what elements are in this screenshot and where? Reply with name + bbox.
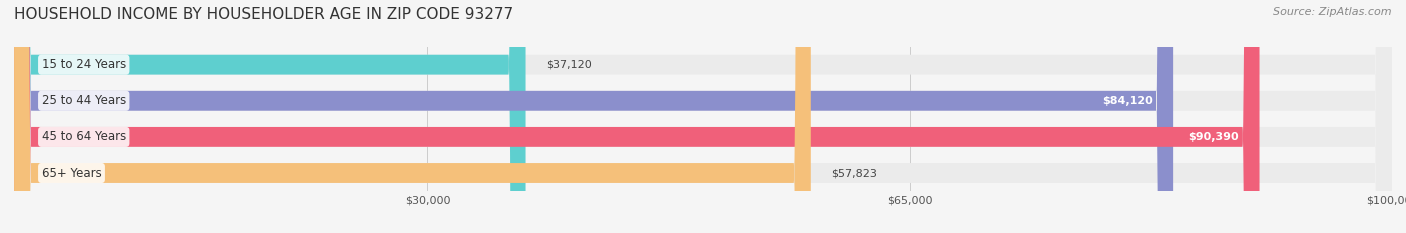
FancyBboxPatch shape	[14, 0, 526, 233]
Text: $90,390: $90,390	[1188, 132, 1239, 142]
FancyBboxPatch shape	[14, 0, 1392, 233]
FancyBboxPatch shape	[14, 0, 1392, 233]
Text: 65+ Years: 65+ Years	[42, 167, 101, 179]
FancyBboxPatch shape	[14, 0, 811, 233]
Text: 45 to 64 Years: 45 to 64 Years	[42, 130, 127, 143]
Text: $84,120: $84,120	[1102, 96, 1153, 106]
Text: HOUSEHOLD INCOME BY HOUSEHOLDER AGE IN ZIP CODE 93277: HOUSEHOLD INCOME BY HOUSEHOLDER AGE IN Z…	[14, 7, 513, 22]
FancyBboxPatch shape	[14, 0, 1260, 233]
Text: 25 to 44 Years: 25 to 44 Years	[42, 94, 127, 107]
Text: Source: ZipAtlas.com: Source: ZipAtlas.com	[1274, 7, 1392, 17]
FancyBboxPatch shape	[14, 0, 1173, 233]
Text: 15 to 24 Years: 15 to 24 Years	[42, 58, 127, 71]
Text: $37,120: $37,120	[546, 60, 592, 70]
Text: $57,823: $57,823	[831, 168, 877, 178]
FancyBboxPatch shape	[14, 0, 1392, 233]
FancyBboxPatch shape	[14, 0, 1392, 233]
